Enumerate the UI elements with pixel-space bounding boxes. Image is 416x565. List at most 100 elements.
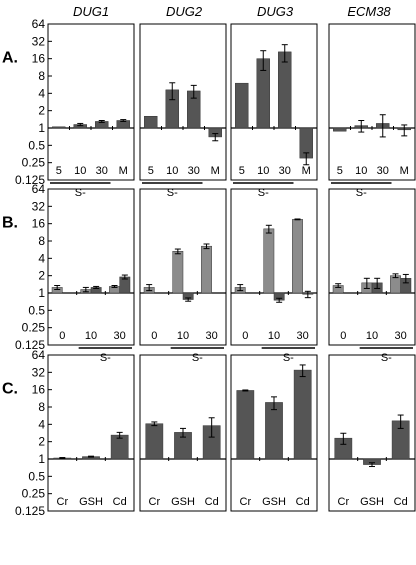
panel-dug3: Cr GSH Cd — [230, 354, 318, 512]
y-tick-label: 4 — [38, 251, 45, 265]
category-label: 10 — [355, 165, 367, 177]
bar — [52, 126, 66, 129]
panel-ecm38: 0 10 30S- — [328, 188, 416, 364]
panel-title-dug3: DUG3 — [257, 4, 294, 19]
category-label: 10 — [366, 330, 378, 342]
y-tick-label: 16 — [32, 52, 46, 66]
panel-frame — [47, 354, 135, 512]
group-label: S- — [356, 187, 367, 199]
panel-dug1: 0 10 30 S- — [47, 188, 135, 364]
panel-frame — [47, 23, 135, 181]
y-tick-label: 16 — [32, 383, 46, 397]
group-label: S- — [167, 187, 178, 199]
panel-frame — [328, 354, 416, 512]
panel-dug1: 5 10 30 M S- — [47, 23, 135, 199]
y-tick-label: 2 — [38, 269, 45, 283]
category-label: 10 — [257, 165, 269, 177]
panel-dug3: 5 10 30 M S- — [230, 23, 318, 199]
y-tick-label: 0.5 — [28, 469, 45, 483]
row-label: A. — [2, 50, 18, 67]
panel-title-ecm38: ECM38 — [347, 4, 391, 19]
y-tick-label: 1 — [38, 286, 45, 300]
y-tick-label: 0.25 — [22, 487, 46, 501]
y-tick-label: 0.125 — [15, 173, 45, 187]
category-label: 0 — [151, 330, 157, 342]
category-label: GSH — [262, 496, 286, 508]
category-label: Cd — [205, 496, 219, 508]
category-label: GSH — [171, 496, 195, 508]
panel-frame — [47, 188, 135, 346]
category-label: 5 — [148, 165, 154, 177]
category-label: 10 — [177, 330, 189, 342]
y-tick-label: 2 — [38, 435, 45, 449]
bar — [278, 51, 292, 129]
bar — [293, 369, 312, 460]
panel-frame — [328, 23, 416, 181]
y-tick-label: 32 — [32, 34, 46, 48]
row-label: C. — [2, 381, 18, 398]
category-label: GSH — [79, 496, 103, 508]
bar — [110, 434, 129, 460]
panel-title-dug2: DUG2 — [166, 4, 203, 19]
category-label: M — [302, 165, 311, 177]
category-label: Cr — [338, 496, 350, 508]
row-label: B. — [2, 215, 18, 232]
y-tick-label: 0.5 — [28, 303, 45, 317]
y-tick-label: 8 — [38, 234, 45, 248]
category-label: 30 — [188, 165, 200, 177]
category-label: 5 — [239, 165, 245, 177]
category-label: 5 — [56, 165, 62, 177]
category-label: Cd — [113, 496, 127, 508]
category-label: Cd — [394, 496, 408, 508]
category-label: Cd — [296, 496, 310, 508]
category-label: Cr — [57, 496, 69, 508]
panel-frame — [328, 188, 416, 346]
y-tick-label: 0.125 — [15, 504, 45, 518]
panel-ecm38: 5 10 30 M S- — [328, 23, 416, 199]
bar — [201, 245, 212, 294]
category-label: 10 — [74, 165, 86, 177]
category-label: 30 — [377, 165, 389, 177]
y-tick-label: 16 — [32, 217, 46, 231]
category-label: 10 — [166, 165, 178, 177]
category-label: 30 — [206, 330, 218, 342]
bar — [333, 127, 347, 132]
category-label: 5 — [337, 165, 343, 177]
y-tick-label: 2 — [38, 104, 45, 118]
y-tick-label: 32 — [32, 199, 46, 213]
group-label: S- — [192, 352, 203, 364]
bar — [292, 219, 303, 294]
category-label: GSH — [360, 496, 384, 508]
bar — [265, 402, 283, 460]
y-tick-label: 64 — [32, 348, 46, 362]
bar — [144, 115, 158, 129]
panel-frame — [230, 23, 318, 181]
y-tick-label: 4 — [38, 86, 45, 100]
y-tick-label: 8 — [38, 69, 45, 83]
panel-frame — [139, 23, 227, 181]
panel-frame — [230, 188, 318, 346]
group-label: S- — [75, 187, 86, 199]
bar — [236, 390, 255, 460]
panel-dug2: Cr GSH Cd — [139, 354, 227, 512]
category-label: 30 — [114, 330, 126, 342]
category-label: 10 — [85, 330, 97, 342]
category-label: 30 — [279, 165, 291, 177]
group-label: S- — [258, 187, 269, 199]
panel-dug3: 0 10 30S- — [230, 188, 318, 364]
panel-dug2: 0 10 30S- — [139, 188, 227, 364]
y-tick-label: 32 — [32, 365, 46, 379]
category-label: 0 — [59, 330, 65, 342]
bar — [235, 82, 249, 129]
bar — [263, 228, 275, 294]
chart-row-1: A. 64 32 16 8 4 2 1 0.5 0.25 0.125 5 10 30 M S- 5 10 30 M S-… — [2, 17, 416, 199]
category-label: 30 — [96, 165, 108, 177]
panel-dug1: Cr GSH Cd — [47, 354, 135, 512]
panel-title-dug1: DUG1 — [73, 4, 109, 19]
y-tick-label: 1 — [38, 121, 45, 135]
category-label: M — [400, 165, 409, 177]
